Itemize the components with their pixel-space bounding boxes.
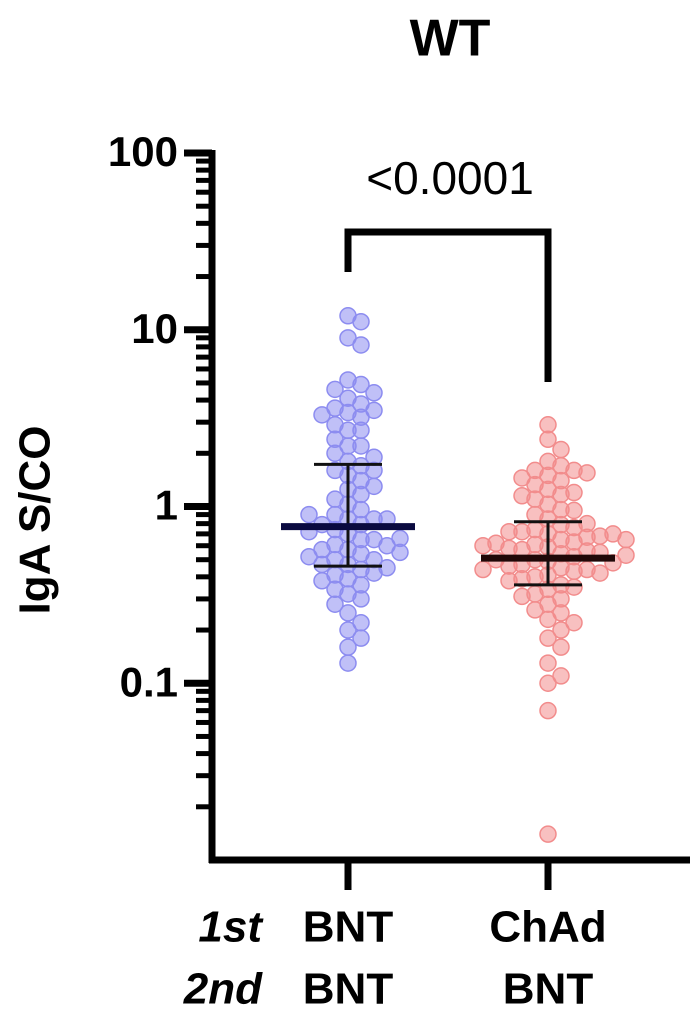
data-point <box>539 416 557 434</box>
data-point <box>513 487 531 505</box>
data-point <box>365 477 383 496</box>
data-point <box>500 539 518 558</box>
data-point <box>552 440 570 459</box>
data-point <box>352 336 370 354</box>
y-axis-label: IgA S/CO <box>11 425 60 614</box>
data-point <box>552 667 570 685</box>
data-point <box>352 629 370 647</box>
x-tick-label: BNT <box>503 965 594 1014</box>
significance-bracket <box>344 228 552 382</box>
x-tick-label: BNT <box>303 965 394 1014</box>
data-point <box>300 547 318 566</box>
data-point <box>326 444 344 463</box>
data-point <box>474 560 492 579</box>
data-point <box>539 654 557 672</box>
data-point <box>500 522 518 541</box>
data-point <box>300 505 318 524</box>
data-point <box>352 375 370 394</box>
data-point <box>565 578 583 596</box>
x-tick-label: ChAd <box>489 903 606 952</box>
data-point <box>339 604 357 622</box>
p-value: <0.0001 <box>366 152 534 204</box>
y-tick-label: 1 <box>155 482 178 529</box>
data-point <box>365 384 383 402</box>
data-point <box>578 514 596 533</box>
data-point <box>552 621 570 639</box>
chart-title: WT <box>410 10 491 68</box>
data-point <box>617 530 635 549</box>
data-point <box>539 674 557 692</box>
data-point <box>326 595 344 613</box>
y-tick-label: 10 <box>131 305 178 352</box>
data-point <box>565 562 583 581</box>
data-point <box>326 380 344 399</box>
data-point <box>539 825 557 843</box>
data-point <box>313 406 331 424</box>
data-point <box>339 638 357 656</box>
data-point <box>552 638 570 656</box>
data-point <box>565 613 583 632</box>
data-point <box>391 543 409 562</box>
data-point <box>339 621 357 639</box>
data-point <box>313 572 331 590</box>
data-point <box>352 590 370 608</box>
data-point <box>474 536 492 555</box>
data-point <box>500 572 518 590</box>
data-point <box>578 464 596 482</box>
y-tick-label: 100 <box>108 128 178 175</box>
data-point <box>352 437 370 455</box>
data-point <box>539 629 557 647</box>
data-point <box>352 312 370 331</box>
data-point <box>513 587 531 606</box>
row-label: 2nd <box>183 965 263 1014</box>
data-point <box>565 501 583 520</box>
data-point <box>539 701 557 720</box>
row-label: 1st <box>198 903 264 952</box>
x-tick-label: BNT <box>303 903 394 952</box>
data-point <box>617 546 635 564</box>
data-point <box>339 654 357 672</box>
y-tick-label: 0.1 <box>120 658 178 705</box>
data-point <box>539 430 557 449</box>
data-point <box>352 421 370 440</box>
data-point <box>539 610 557 629</box>
data-point <box>591 564 609 582</box>
data-point <box>526 601 544 619</box>
